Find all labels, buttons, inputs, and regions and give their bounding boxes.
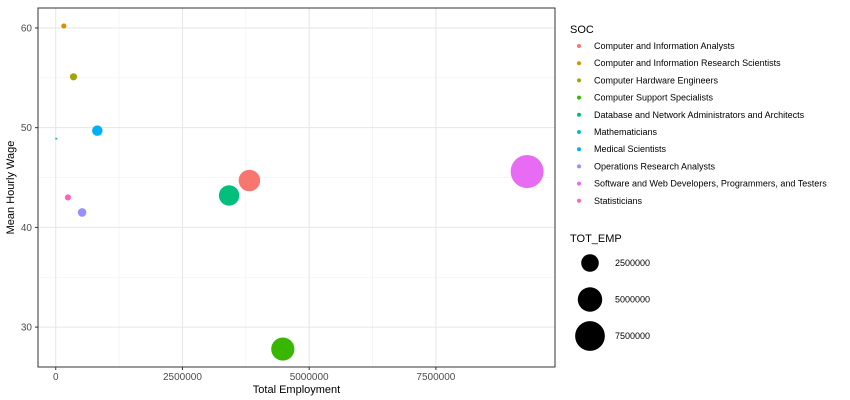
- legend-color-label: Computer Hardware Engineers: [594, 75, 719, 85]
- x-tick-label: 7500000: [416, 372, 455, 383]
- panel-border: [37, 7, 556, 368]
- x-tick-label: 5000000: [290, 372, 329, 383]
- legend-color-label: Computer and Information Analysts: [594, 41, 735, 51]
- size-legend-items: 2500000 5000000 7500000: [575, 254, 650, 351]
- data-point-statisticians: [64, 194, 71, 201]
- data-points: [55, 23, 544, 361]
- legend-color-label: Medical Scientists: [594, 144, 667, 154]
- y-axis-title: Mean Hourly Wage: [5, 141, 17, 235]
- legend-color-key: [577, 198, 581, 203]
- data-point-computer-and-information-analysts: [238, 169, 261, 192]
- legend: SOC Computer and Information AnalystsCom…: [570, 24, 827, 351]
- legend-color-label: Computer Support Specialists: [594, 93, 714, 103]
- data-point-mathematicians: [55, 137, 58, 140]
- x-tick-label: 0: [53, 372, 59, 383]
- size-legend-title: TOT_EMP: [570, 233, 622, 245]
- y-tick-label: 60: [21, 23, 33, 34]
- legend-size-key: [577, 287, 603, 312]
- legend-color-key: [577, 147, 581, 152]
- legend-color-label: Statisticians: [594, 196, 643, 206]
- data-point-database-and-network-administrators-and-architects: [218, 185, 240, 206]
- legend-size-label: 2500000: [615, 258, 650, 268]
- legend-color-key: [577, 78, 581, 83]
- legend-color-key: [577, 130, 581, 134]
- legend-size-key: [575, 321, 605, 351]
- legend-size-key: [581, 254, 599, 272]
- legend-color-key: [577, 95, 581, 100]
- legend-color-key: [577, 61, 581, 66]
- legend-color-key: [577, 164, 581, 169]
- legend-size-label: 7500000: [615, 331, 650, 341]
- x-axis-title: Total Employment: [253, 384, 340, 396]
- y-tick-label: 30: [21, 323, 33, 334]
- legend-color-key: [577, 44, 581, 48]
- legend-color-key: [577, 181, 581, 186]
- y-tick-label: 40: [21, 223, 33, 234]
- grid: [38, 8, 555, 367]
- plot-panel: [38, 8, 555, 367]
- legend-color-label: Operations Research Analysts: [594, 161, 716, 171]
- data-point-operations-research-analysts: [77, 208, 87, 217]
- data-point-computer-support-specialists: [271, 337, 295, 361]
- data-point-medical-scientists: [92, 125, 103, 136]
- legend-color-label: Database and Network Administrators and …: [594, 110, 805, 120]
- legend-color-key: [577, 112, 581, 117]
- legend-color-label: Mathematicians: [594, 127, 658, 137]
- legend-size-label: 5000000: [615, 295, 650, 305]
- axes: 0 2500000 5000000 7500000 30 40 50 60: [21, 7, 556, 383]
- x-tick-label: 2500000: [163, 372, 202, 383]
- legend-color-label: Computer and Information Research Scient…: [594, 58, 781, 68]
- y-tick-label: 50: [21, 123, 33, 134]
- legend-color-label: Software and Web Developers, Programmers…: [594, 179, 827, 189]
- data-point-computer-and-information-research-scientists: [61, 23, 67, 29]
- color-legend-items: Computer and Information Analysts Compute…: [577, 41, 827, 206]
- data-point-software-and-web-developers-programmers-and-testers: [510, 155, 544, 189]
- color-legend-title: SOC: [570, 24, 594, 36]
- data-point-computer-hardware-engineers: [69, 73, 78, 81]
